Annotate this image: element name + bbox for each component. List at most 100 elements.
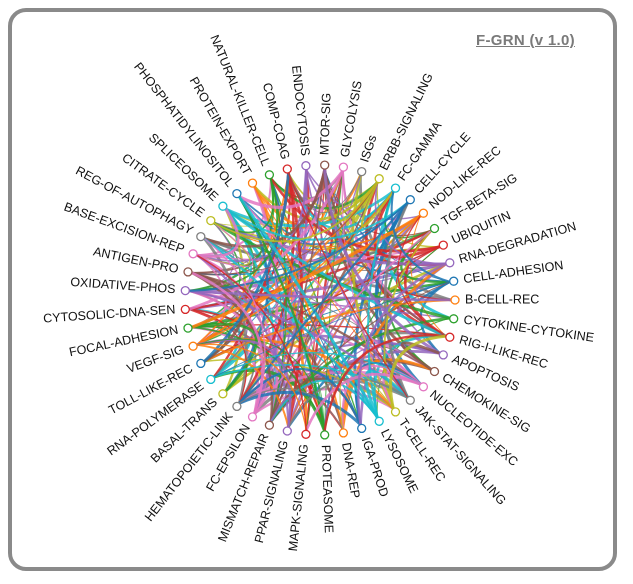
pathway-label: OXIDATIVE-PHOS — [70, 275, 176, 296]
pathway-node[interactable] — [374, 416, 384, 426]
pathway-node[interactable] — [405, 195, 415, 205]
network-edge — [213, 178, 274, 233]
network-edge — [253, 229, 432, 414]
pathway-node[interactable] — [264, 420, 275, 430]
pathway-node[interactable] — [196, 231, 206, 242]
pathway-label: DNA-REP — [339, 441, 363, 499]
edge-layer — [188, 168, 452, 432]
network-edge — [364, 369, 409, 419]
pathway-node[interactable] — [429, 223, 440, 234]
network-edge — [213, 221, 451, 320]
network-edge — [324, 343, 440, 431]
network-edge — [410, 215, 447, 337]
network-edge — [270, 379, 379, 423]
network-edge — [253, 387, 394, 415]
network-edge — [238, 387, 344, 430]
network-edge — [196, 222, 254, 268]
network-edge — [213, 281, 450, 378]
pathway-node[interactable] — [301, 429, 311, 439]
pathway-node[interactable] — [449, 314, 459, 324]
label-layer: CELL-ADHESIONB-CELL-RECCYTOKINE-CYTOKINE… — [43, 33, 595, 552]
network-edge — [196, 169, 308, 262]
pathway-node[interactable] — [438, 240, 448, 250]
network-edge — [196, 208, 240, 258]
pathway-label: CYTOSOLIC-DNA-SEN — [43, 302, 176, 325]
pathway-node[interactable] — [445, 258, 455, 268]
network-edge — [389, 334, 447, 409]
pathway-label: PROTEASOME — [319, 445, 336, 534]
pathway-node[interactable] — [445, 332, 455, 342]
network-edge — [203, 172, 290, 363]
pathway-node[interactable] — [338, 162, 349, 172]
pathway-label: BASE-EXCISION-REP — [62, 200, 186, 257]
pathway-node[interactable] — [338, 428, 349, 438]
network-edge — [238, 390, 362, 426]
pathway-node[interactable] — [374, 174, 384, 184]
network-edge — [203, 237, 266, 414]
pathway-node[interactable] — [232, 401, 242, 412]
pathway-node[interactable] — [405, 395, 415, 405]
pathway-node[interactable] — [206, 215, 216, 226]
pathway-label: TOLL-LIKE-REC — [106, 361, 195, 417]
node-layer — [180, 160, 460, 440]
pathway-node[interactable] — [218, 389, 228, 399]
pathway-node[interactable] — [429, 366, 440, 377]
network-edge — [341, 262, 447, 430]
network-edge — [287, 172, 409, 398]
pathway-node[interactable] — [232, 188, 242, 199]
network-edge — [225, 201, 409, 241]
network-edge — [374, 182, 446, 265]
pathway-node[interactable] — [247, 178, 258, 188]
pathway-node[interactable] — [188, 249, 198, 259]
network-edge — [191, 182, 378, 275]
network-edge — [390, 191, 451, 283]
pathway-node[interactable] — [449, 276, 459, 286]
network-edge — [305, 372, 421, 431]
pathway-node[interactable] — [180, 285, 190, 296]
network-edge — [203, 168, 326, 248]
pathway-node[interactable] — [320, 160, 330, 170]
network-edge — [323, 334, 447, 432]
pathway-node[interactable] — [438, 350, 448, 360]
pathway-node[interactable] — [418, 208, 429, 218]
network-edge — [238, 170, 344, 210]
pathway-node[interactable] — [390, 407, 401, 417]
pathway-node[interactable] — [357, 423, 367, 434]
pathway-node[interactable] — [418, 382, 429, 392]
network-edge — [191, 322, 258, 392]
network-edge — [238, 201, 409, 404]
pathway-node[interactable] — [188, 341, 198, 351]
network-edge — [360, 181, 395, 228]
pathway-node[interactable] — [196, 358, 206, 369]
pathway-node[interactable] — [247, 412, 258, 422]
pathway-node[interactable] — [218, 201, 228, 211]
pathway-node[interactable] — [183, 323, 193, 333]
pathway-node[interactable] — [180, 304, 190, 315]
pathway-node[interactable] — [282, 426, 292, 436]
pathway-label: CELL-ADHESION — [463, 258, 565, 286]
pathway-node[interactable] — [301, 161, 311, 171]
pathway-node[interactable] — [450, 295, 460, 305]
network-edge — [204, 358, 394, 410]
pathway-node[interactable] — [320, 430, 330, 440]
pathway-node[interactable] — [282, 164, 292, 174]
network-edge — [287, 215, 421, 428]
network-edge — [189, 308, 248, 404]
pathway-label: MTOR-SIG — [317, 93, 333, 156]
network-edge — [191, 214, 422, 329]
pathway-node[interactable] — [390, 183, 401, 193]
pathway-node[interactable] — [206, 374, 216, 385]
network-edge — [253, 186, 308, 431]
pathway-label: MAPK-SIGNALING — [286, 443, 311, 552]
pathway-node[interactable] — [183, 267, 193, 277]
network-edge — [189, 308, 326, 432]
diagram-title: F-GRN (v 1.0) — [476, 32, 575, 49]
network-edge — [238, 195, 379, 419]
network-edge — [419, 280, 451, 355]
pathway-node[interactable] — [357, 166, 367, 177]
network-edge — [397, 215, 447, 337]
network-edge — [213, 181, 379, 243]
pathway-node[interactable] — [264, 170, 275, 180]
network-edge — [253, 186, 344, 430]
